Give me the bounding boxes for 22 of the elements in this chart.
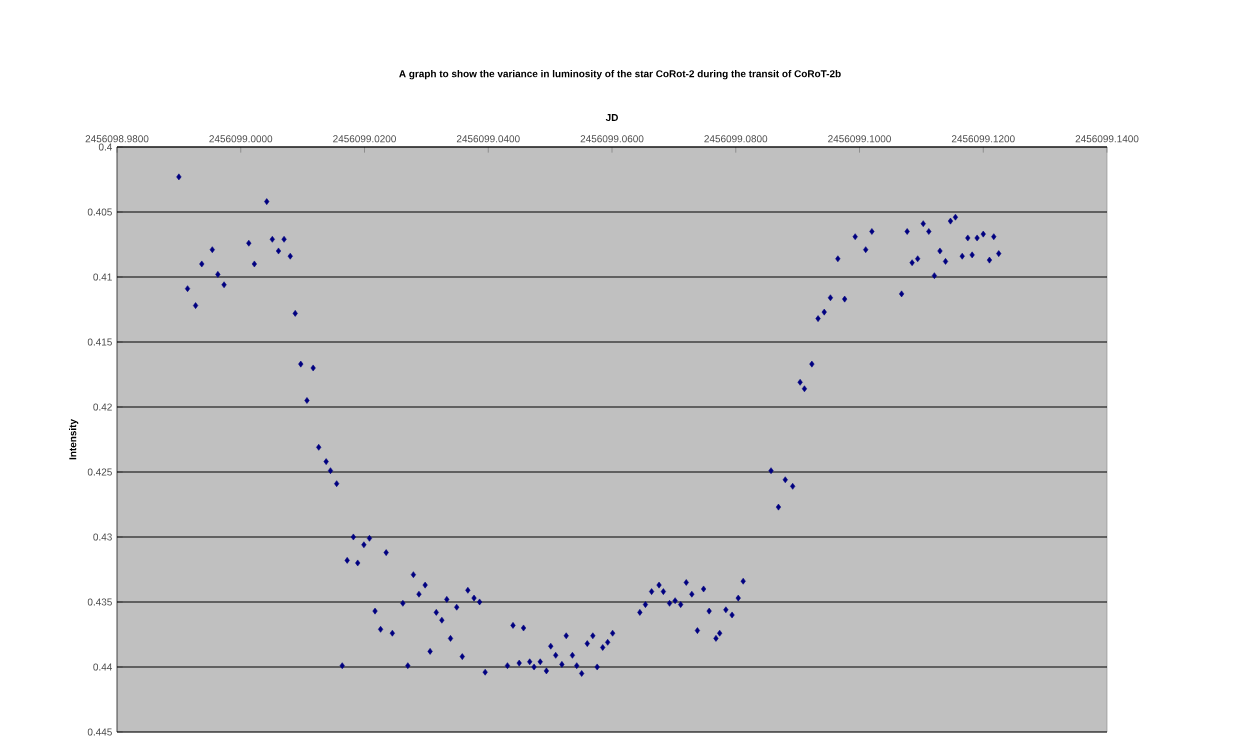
- x-tick-label: 2456099.0600: [580, 135, 644, 143]
- y-axis-title: Intensity: [68, 419, 79, 460]
- x-tick-label: 2456099.0200: [333, 135, 396, 143]
- y-tick-label: 0.425: [87, 468, 112, 476]
- x-tick-label: 2456099.1000: [828, 135, 891, 143]
- y-tick-label: 0.415: [87, 338, 112, 346]
- y-tick-label: 0.42: [93, 403, 112, 411]
- y-tick-label: 0.43: [93, 533, 112, 541]
- y-tick-label: 0.445: [87, 728, 112, 736]
- y-tick-label: 0.4: [98, 143, 113, 151]
- x-axis-title: JD: [605, 114, 618, 122]
- x-tick-label: 2456099.0400: [456, 135, 520, 143]
- y-tick-label: 0.41: [93, 273, 112, 281]
- chart-title: A graph to show the variance in luminosity of the star CoRot-2 during the transit of CoRoT-2b: [399, 70, 841, 80]
- y-tick-label: 0.405: [87, 208, 112, 216]
- y-tick-label: 0.44: [93, 663, 113, 671]
- y-tick-label: 0.435: [87, 598, 112, 606]
- x-tick-label: 2456099.0800: [704, 135, 768, 143]
- x-tick-label: 2456099.1400: [1075, 135, 1139, 143]
- x-tick-label: 2456099.1200: [951, 135, 1015, 143]
- x-tick-label: 2456099.0000: [209, 135, 273, 143]
- x-tick-label: 2456098.9800: [85, 135, 149, 143]
